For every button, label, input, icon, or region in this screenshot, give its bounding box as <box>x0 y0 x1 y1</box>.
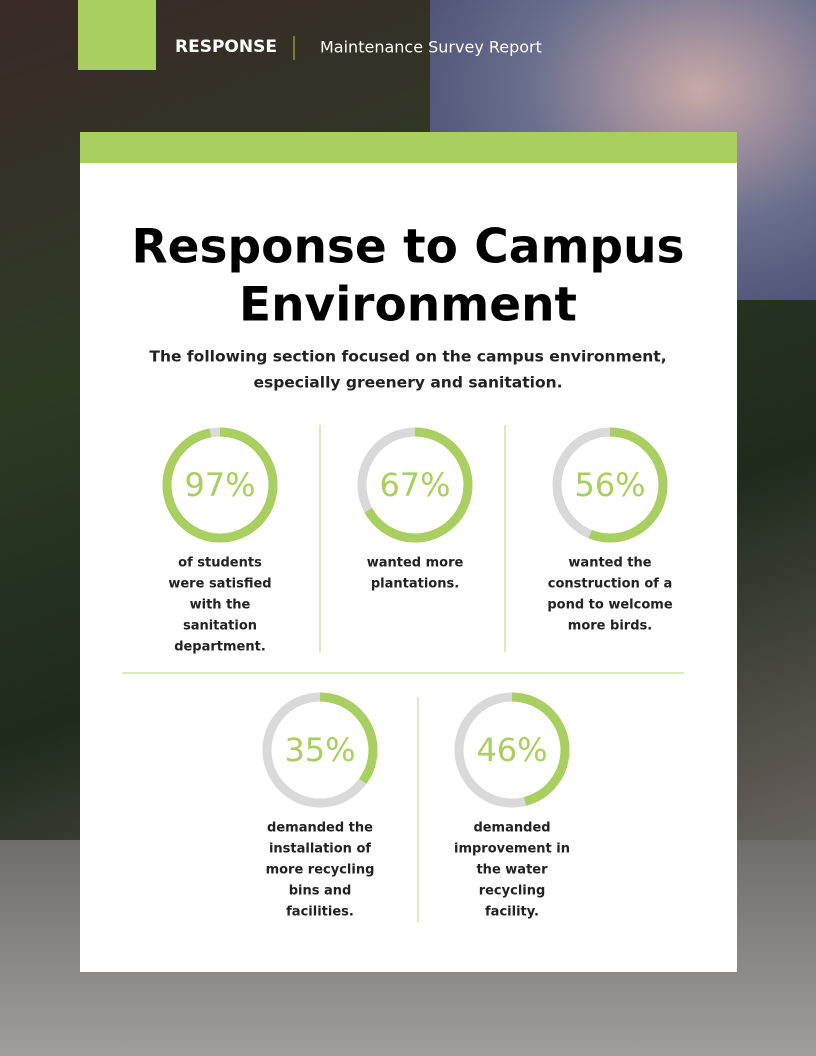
stat-description: plantations. <box>371 577 459 592</box>
stat-description: demanded the <box>267 821 373 836</box>
stat-description: demanded <box>473 821 550 836</box>
ring-value <box>552 427 668 543</box>
stat-label: 46% <box>476 731 547 769</box>
stat-description: pond to welcome <box>547 598 672 613</box>
stat-label: 67% <box>379 466 450 504</box>
header-square <box>78 0 156 70</box>
ring-value <box>454 692 570 808</box>
stat-description: installation of <box>269 842 371 857</box>
stat-description: more recycling <box>266 863 375 878</box>
card-band <box>80 132 737 163</box>
stat-description: facilities. <box>286 905 354 920</box>
subtitle: The following section focused on the cam… <box>149 348 666 366</box>
stat-label: 97% <box>184 466 255 504</box>
header-section: RESPONSE <box>175 37 277 57</box>
stat-label: 35% <box>284 731 355 769</box>
ring-value <box>357 427 473 543</box>
stat-description: construction of a <box>548 577 672 592</box>
stat-description: facility. <box>485 905 539 920</box>
stat-description: improvement in <box>454 842 570 857</box>
ring-value <box>262 692 378 808</box>
stat-description: department. <box>174 640 266 655</box>
title: Response to Campus <box>131 220 684 275</box>
stat-description: wanted more <box>367 556 464 571</box>
dividers <box>122 425 684 922</box>
stat-description: with the <box>190 598 251 613</box>
ring-value <box>162 427 278 543</box>
stat-description: recycling <box>479 884 546 899</box>
stat-label: 56% <box>574 466 645 504</box>
header-report: Maintenance Survey Report <box>320 38 542 57</box>
stat-description: sanitation <box>183 619 257 634</box>
stat-description: were satisfied <box>168 577 271 592</box>
stat-description: wanted the <box>568 556 651 571</box>
stat-description: bins and <box>289 884 352 899</box>
card <box>80 132 737 972</box>
stat-description: the water <box>476 863 548 878</box>
title: Environment <box>239 278 577 333</box>
stat-description: of students <box>178 556 262 571</box>
stat-description: more birds. <box>568 619 652 634</box>
subtitle: especially greenery and sanitation. <box>253 374 562 392</box>
